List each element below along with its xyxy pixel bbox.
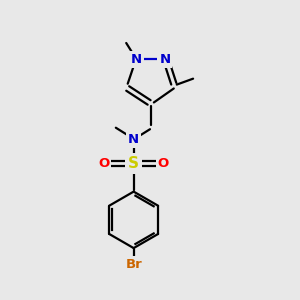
Text: S: S: [128, 156, 139, 171]
Text: N: N: [131, 53, 142, 66]
Text: O: O: [98, 157, 110, 170]
Text: Br: Br: [125, 258, 142, 271]
Text: N: N: [128, 133, 139, 146]
Text: O: O: [158, 157, 169, 170]
Text: N: N: [159, 53, 170, 66]
